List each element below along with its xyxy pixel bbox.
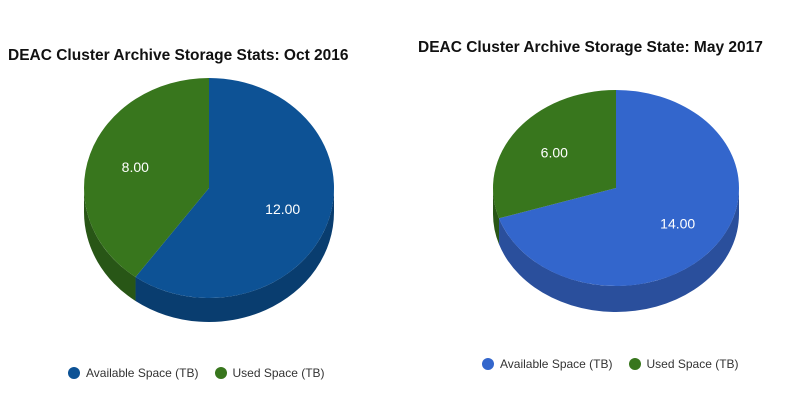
chart-may-2017: DEAC Cluster Archive Storage State: May … (406, 0, 812, 411)
chart-oct-2016: DEAC Cluster Archive Storage Stats: Oct … (8, 47, 349, 380)
pie-side-walls (493, 188, 739, 312)
pie-slice-available (499, 90, 739, 286)
pie-slice-side-used (84, 188, 136, 301)
pie-chart: 12.00 8.00 (84, 78, 335, 322)
pie-slice-used (493, 90, 616, 219)
legend-swatch-used (628, 358, 641, 370)
pie-chart: 14.00 6.00 (493, 90, 739, 312)
pie-slice-side-used (493, 188, 500, 245)
legend-label-available: Available Space (TB) (500, 357, 613, 371)
pie-slice-available (135, 78, 335, 298)
legend-label-available: Available Space (TB) (86, 366, 199, 380)
legend-item-available: Available Space (TB) (482, 357, 613, 371)
legend-swatch-available (68, 367, 80, 379)
legend-swatch-available (482, 358, 494, 370)
data-label-available: 14.00 (660, 216, 695, 232)
data-label-available: 12.00 (265, 201, 300, 217)
pie-slice-side-available (135, 188, 335, 322)
legend-item-used: Used Space (TB) (214, 366, 325, 380)
legend: Available Space (TB) Used Space (TB) (482, 357, 755, 371)
legend-item-used: Used Space (TB) (628, 357, 739, 371)
pie-slice-used (84, 78, 209, 277)
legend-label-used: Used Space (TB) (646, 357, 739, 371)
chart-title: DEAC Cluster Archive Storage Stats: Oct … (8, 47, 349, 64)
legend-label-used: Used Space (TB) (232, 366, 325, 380)
data-label-used: 8.00 (122, 159, 149, 175)
pie-slice-side-available (499, 188, 739, 312)
pie-side-walls (84, 188, 335, 322)
legend-item-available: Available Space (TB) (68, 366, 199, 380)
data-label-used: 6.00 (541, 144, 568, 160)
legend: Available Space (TB) Used Space (TB) (68, 366, 341, 380)
legend-swatch-used (214, 367, 227, 379)
chart-title: DEAC Cluster Archive Storage State: May … (418, 39, 763, 56)
